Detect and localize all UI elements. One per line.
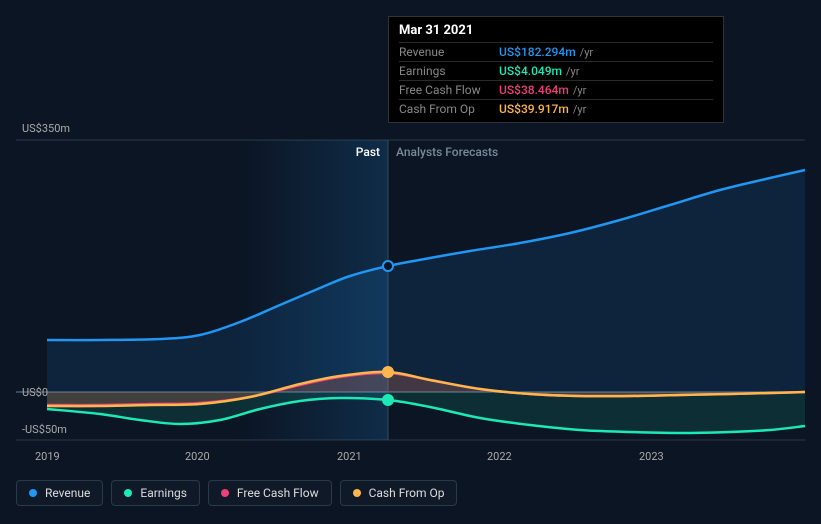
chart-legend: Revenue Earnings Free Cash Flow Cash From O…	[16, 480, 457, 506]
x-tick-label: 2022	[487, 450, 512, 463]
revenue-marker	[383, 261, 393, 271]
tooltip-row: EarningsUS$4.049m/yr	[399, 61, 713, 80]
tooltip-row-unit: /yr	[566, 65, 579, 78]
legend-item-label: Free Cash Flow	[237, 486, 319, 500]
financial-forecast-chart: US$350mUS$0-US$50m 20192020202120222023 …	[0, 0, 821, 524]
x-tick-label: 2023	[639, 450, 664, 463]
legend-dot-icon	[124, 489, 132, 497]
tooltip-date: Mar 31 2021	[399, 23, 713, 38]
x-tick-label: 2020	[185, 450, 210, 463]
legend-item-revenue[interactable]: Revenue	[16, 480, 103, 506]
tooltip-row-label: Free Cash Flow	[399, 83, 499, 97]
tooltip-row-value: US$4.049m	[499, 64, 562, 78]
past-section-label: Past	[356, 145, 380, 159]
y-tick-label: US$350m	[22, 122, 70, 135]
tooltip-row-value: US$39.917m	[499, 102, 569, 116]
forecast-section-label: Analysts Forecasts	[396, 145, 498, 159]
tooltip-row: Free Cash FlowUS$38.464m/yr	[399, 80, 713, 99]
legend-item-label: Revenue	[45, 486, 90, 500]
legend-item-label: Cash From Op	[369, 486, 445, 500]
tooltip-row-label: Revenue	[399, 45, 499, 59]
tooltip-row-unit: /yr	[573, 103, 586, 116]
data-point-tooltip: Mar 31 2021RevenueUS$182.294m/yrEarnings…	[388, 16, 724, 123]
x-tick-label: 2019	[35, 450, 60, 463]
revenue-area	[47, 170, 805, 392]
legend-item-cash-from-op[interactable]: Cash From Op	[340, 480, 458, 506]
y-tick-label: US$0	[22, 386, 48, 399]
legend-dot-icon	[221, 489, 229, 497]
x-tick-label: 2021	[337, 450, 362, 463]
tooltip-row-unit: /yr	[573, 84, 586, 97]
tooltip-row-label: Cash From Op	[399, 102, 499, 116]
legend-item-earnings[interactable]: Earnings	[111, 480, 200, 506]
y-tick-label: -US$50m	[22, 423, 67, 436]
tooltip-row-value: US$182.294m	[499, 45, 576, 59]
tooltip-row: RevenueUS$182.294m/yr	[399, 42, 713, 61]
tooltip-row-value: US$38.464m	[499, 83, 569, 97]
legend-dot-icon	[353, 489, 361, 497]
tooltip-row-unit: /yr	[580, 46, 593, 59]
legend-item-label: Earnings	[140, 486, 187, 500]
legend-dot-icon	[29, 489, 37, 497]
earnings-marker	[383, 395, 393, 405]
tooltip-row-label: Earnings	[399, 64, 499, 78]
legend-item-free-cash-flow[interactable]: Free Cash Flow	[208, 480, 332, 506]
cash_from_op-marker	[383, 367, 393, 377]
tooltip-row: Cash From OpUS$39.917m/yr	[399, 99, 713, 118]
